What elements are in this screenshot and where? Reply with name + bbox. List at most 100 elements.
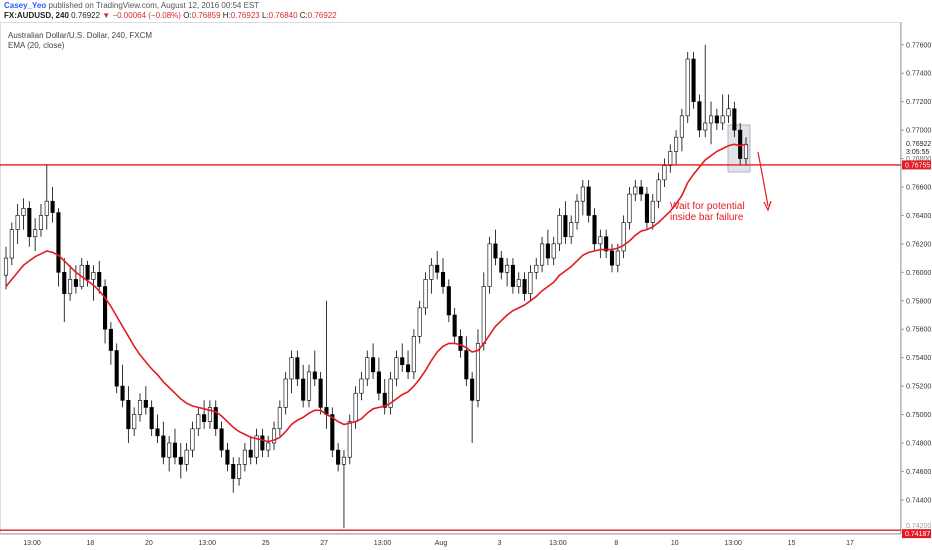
- author-link[interactable]: Casey_Yeo: [4, 1, 47, 10]
- candle-body: [277, 407, 282, 430]
- candle-body: [405, 364, 411, 373]
- candle-body: [633, 186, 638, 195]
- candle: [172, 428, 178, 465]
- candle: [213, 400, 218, 436]
- candle-body: [231, 464, 236, 479]
- candle: [190, 421, 195, 458]
- candle-body: [674, 136, 679, 152]
- candle-body: [254, 435, 259, 458]
- y-tick-label-3: 0.77000: [906, 128, 931, 135]
- x-tick-label-4: 25: [262, 540, 270, 547]
- candle-body: [56, 212, 61, 273]
- candle: [167, 435, 172, 472]
- resistance-tag-bg: [902, 160, 931, 170]
- candle-body: [505, 264, 510, 273]
- candle-body: [400, 357, 405, 366]
- candle: [510, 258, 515, 294]
- candle-body: [9, 229, 14, 259]
- candle: [534, 258, 539, 280]
- candle: [120, 364, 125, 408]
- candle-body: [703, 122, 708, 131]
- candle-body: [516, 279, 521, 287]
- candle-body: [85, 264, 90, 280]
- candle: [219, 421, 224, 458]
- candle-body: [33, 229, 38, 238]
- low-value: 0.76840: [268, 11, 298, 20]
- candle-body: [475, 343, 481, 401]
- candle: [627, 186, 632, 230]
- time-axis[interactable]: 13:00 18 20 13:00 25 27 13:00 Aug 3 13:00 8 10 13:00…: [23, 540, 854, 547]
- candle: [207, 400, 212, 429]
- chart-title: Australian Dollar/U.S. Dollar, 240, FXCM: [8, 31, 152, 40]
- candle: [231, 457, 236, 493]
- candle: [563, 201, 568, 244]
- candle-body: [359, 378, 364, 394]
- candle-body: [569, 222, 574, 238]
- change-arrow-icon: ▼: [102, 11, 111, 20]
- candle-body: [534, 264, 539, 273]
- candle: [621, 215, 626, 259]
- candle: [429, 258, 434, 294]
- candle: [295, 350, 300, 387]
- candle: [271, 421, 277, 451]
- candle-body: [621, 222, 626, 252]
- x-tick-label-2: 20: [145, 540, 153, 547]
- candle-body: [353, 392, 358, 422]
- candle-body: [207, 407, 212, 422]
- candle-body: [376, 371, 381, 394]
- candle-body: [458, 336, 463, 351]
- candle: [685, 51, 690, 123]
- candle: [650, 194, 655, 230]
- candle: [126, 386, 131, 443]
- candle: [376, 357, 381, 401]
- candle-body: [318, 378, 323, 408]
- candle: [266, 435, 271, 458]
- candle-body: [213, 407, 218, 430]
- candle: [85, 260, 90, 287]
- x-tick-label-3: 13:00: [199, 540, 217, 547]
- candle-body: [27, 208, 32, 238]
- candle-body: [446, 286, 451, 316]
- last-price-label: 0.76922: [906, 141, 931, 148]
- candle-body: [347, 421, 352, 458]
- candle-body: [132, 414, 137, 430]
- candle: [108, 322, 113, 365]
- candle: [312, 350, 317, 387]
- candle: [726, 94, 731, 123]
- candle: [609, 243, 615, 273]
- candle: [405, 350, 411, 379]
- candle: [143, 386, 148, 415]
- candle-body: [639, 186, 644, 195]
- support-tag-bg: [902, 529, 931, 539]
- support-tag-text: 0.74187: [905, 531, 930, 538]
- candle: [38, 204, 44, 237]
- candle: [50, 186, 55, 223]
- down-arrow-icon: [763, 200, 772, 212]
- candle-body: [464, 350, 469, 380]
- candle: [365, 350, 370, 387]
- candle: [691, 51, 696, 109]
- candle: [388, 371, 393, 415]
- x-tick-label-12: 13:00: [724, 540, 742, 547]
- y-tick-label-9: 0.75800: [906, 298, 931, 305]
- price-axis[interactable]: 0.77600 0.77400 0.77200 0.77000 0.76800 0.766…: [901, 42, 931, 504]
- y-tick-label-15: 0.74600: [906, 469, 931, 476]
- candle-body: [21, 208, 26, 216]
- candle: [103, 279, 108, 344]
- candle: [452, 307, 457, 344]
- candle-body: [120, 385, 125, 401]
- candle-body: [394, 357, 399, 380]
- y-tick-label-0: 0.77600: [906, 42, 931, 49]
- candle: [330, 407, 335, 458]
- candle: [382, 378, 387, 415]
- candle-body: [452, 314, 457, 337]
- candle: [639, 179, 644, 202]
- candle: [551, 236, 556, 266]
- support-ghost-text: 0.74200: [906, 523, 931, 530]
- candle-body: [3, 257, 9, 276]
- close-label: C:: [299, 11, 308, 20]
- candle: [132, 407, 137, 436]
- x-tick-label-1: 18: [87, 540, 95, 547]
- candle: [440, 258, 446, 294]
